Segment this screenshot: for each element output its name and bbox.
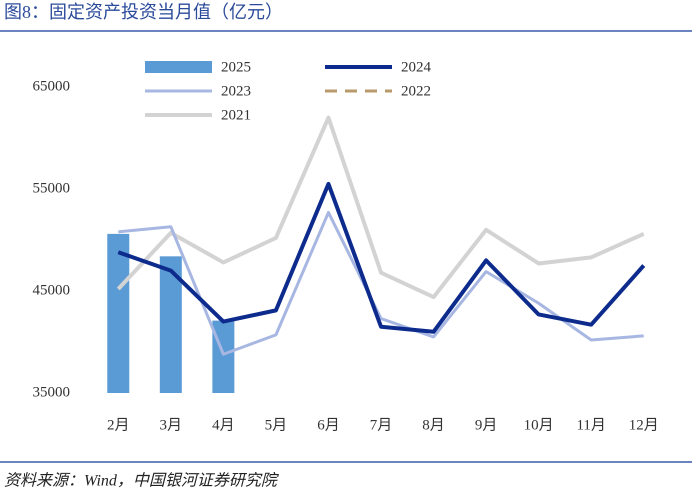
line-series [116, 115, 645, 300]
x-tick-label: 6月 [317, 417, 340, 433]
legend-label: 2021 [221, 107, 251, 123]
x-tick-label: 11月 [576, 417, 605, 433]
y-tick-label: 45000 [33, 282, 71, 298]
x-tick-label: 5月 [265, 417, 288, 433]
x-tick-label: 8月 [422, 417, 445, 433]
line-series [117, 181, 646, 334]
legend-label: 2024 [401, 59, 432, 75]
bar [159, 256, 182, 393]
legend-label: 2025 [221, 59, 251, 75]
y-tick-label: 35000 [33, 384, 71, 400]
chart-title: 图8：固定资产投资当月值（亿元） [4, 2, 283, 22]
x-tick-label: 2月 [107, 417, 130, 433]
x-tick-label: 10月 [524, 417, 554, 433]
bar [212, 320, 235, 393]
source-note: 资料来源：Wind，中国银河证券研究院 [4, 472, 280, 490]
x-tick-label: 7月 [370, 417, 393, 433]
legend-label: 2023 [221, 83, 251, 99]
y-tick-label: 65000 [33, 78, 71, 94]
x-tick-label: 12月 [629, 417, 659, 433]
x-tick-label: 9月 [475, 417, 498, 433]
x-tick-label: 3月 [160, 417, 183, 433]
x-tick-label: 4月 [212, 417, 235, 433]
line-series [118, 210, 644, 356]
legend-label: 2022 [401, 83, 431, 99]
legend-swatch [145, 61, 212, 73]
y-tick-label: 55000 [33, 180, 71, 196]
bar [107, 233, 130, 393]
